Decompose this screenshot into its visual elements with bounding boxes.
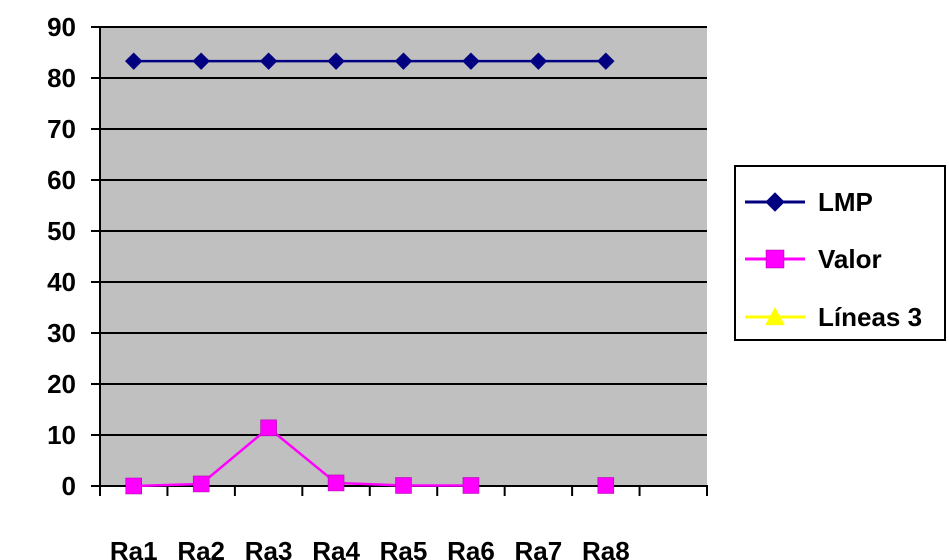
y-tick-label: 0 xyxy=(62,471,76,501)
y-tick-label: 80 xyxy=(47,63,76,93)
data-point xyxy=(125,52,143,70)
legend-item: LMP xyxy=(745,187,873,217)
y-tick-label: 40 xyxy=(47,267,76,297)
legend-item: Líneas 3 xyxy=(745,302,922,332)
y-tick-labels: 0 10 20 30 40 50 60 70 80 90 xyxy=(47,12,76,501)
legend-label: Líneas 3 xyxy=(818,302,922,332)
legend-label: Valor xyxy=(818,244,882,274)
data-point xyxy=(192,52,210,70)
x-tick-label: Ra1 xyxy=(110,536,158,560)
data-point xyxy=(327,52,345,70)
data-point xyxy=(529,52,548,70)
series-layer xyxy=(125,52,615,495)
y-tick-label: 30 xyxy=(47,318,76,348)
legend-label: LMP xyxy=(818,187,873,217)
y-tick-label: 90 xyxy=(47,12,76,42)
legend: LMP Valor Líneas 3 xyxy=(734,165,946,341)
series-0 xyxy=(125,52,615,70)
x-tick-label: Ra2 xyxy=(177,536,225,560)
data-point xyxy=(125,477,142,495)
y-tick-label: 20 xyxy=(47,369,76,399)
data-point xyxy=(327,474,345,492)
y-tick-label: 60 xyxy=(47,165,76,195)
data-point xyxy=(259,52,278,70)
x-tick-label: Ra4 xyxy=(312,536,360,560)
data-point xyxy=(192,475,210,493)
legend-marker xyxy=(765,306,785,326)
legend-marker xyxy=(765,192,785,212)
data-point xyxy=(462,477,480,494)
y-tick-label: 70 xyxy=(47,114,76,144)
y-tick-label: 10 xyxy=(47,420,76,450)
legend-marker xyxy=(765,249,785,269)
x-tick-label: Ra5 xyxy=(380,536,428,560)
y-tick-label: 50 xyxy=(47,216,76,246)
data-point xyxy=(597,477,615,494)
x-tick-label: Ra8 xyxy=(582,536,630,560)
x-tick-label: Ra3 xyxy=(245,536,293,560)
series-1 xyxy=(125,419,615,495)
data-point xyxy=(260,419,277,437)
x-tick-label: Ra6 xyxy=(447,536,495,560)
legend-item: Valor xyxy=(745,244,882,274)
x-tick-label: Ra7 xyxy=(515,536,563,560)
gridlines xyxy=(100,26,707,436)
data-point xyxy=(462,52,480,70)
data-point xyxy=(597,52,615,70)
data-point xyxy=(394,52,413,70)
x-tick-labels: Ra1 Ra2 Ra3 Ra4 Ra5 Ra6 Ra7 Ra8 xyxy=(110,536,630,560)
data-point xyxy=(395,477,412,494)
plot-area xyxy=(100,27,707,486)
